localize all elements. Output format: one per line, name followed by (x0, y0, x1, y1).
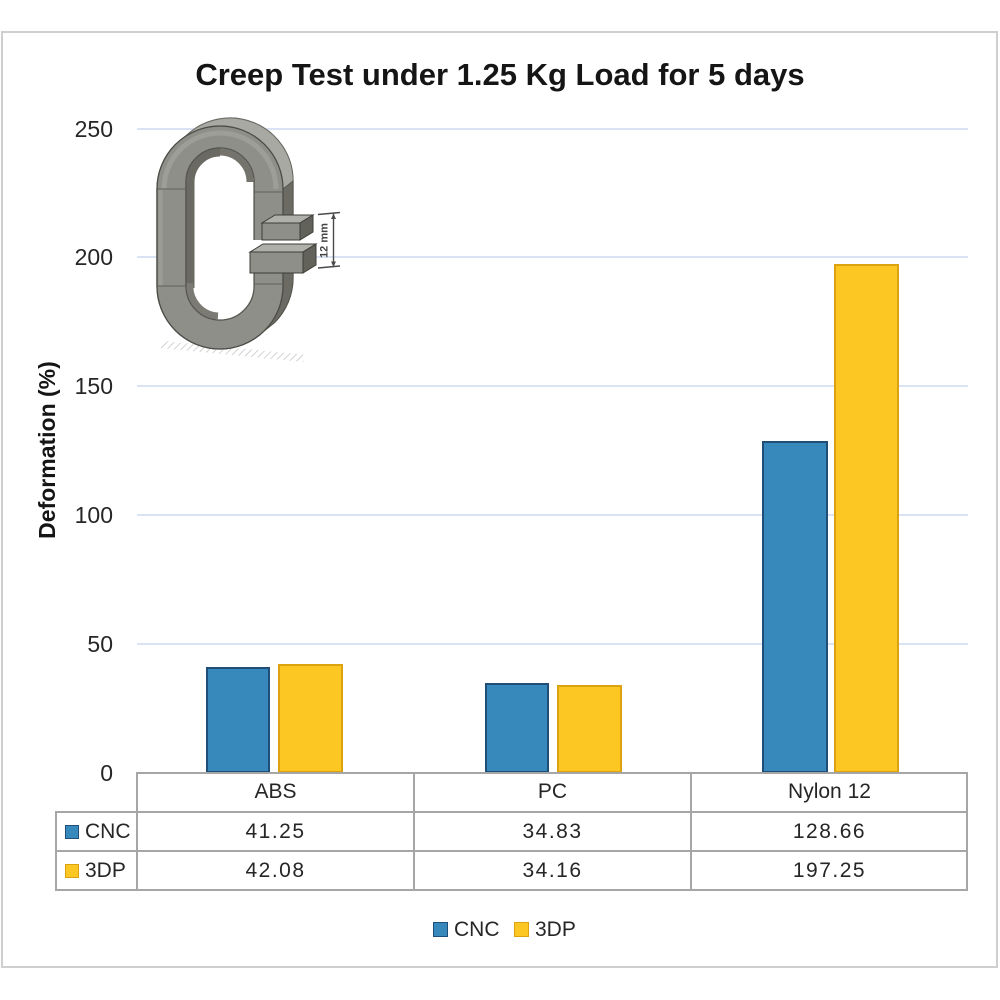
svg-text:12 mm: 12 mm (319, 223, 331, 258)
